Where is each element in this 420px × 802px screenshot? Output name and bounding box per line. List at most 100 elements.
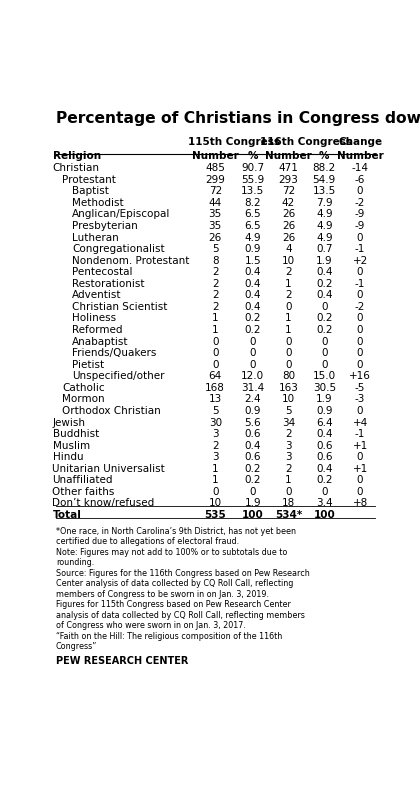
Text: 72: 72: [282, 186, 295, 196]
Text: -9: -9: [355, 221, 365, 231]
Text: 471: 471: [278, 163, 299, 173]
Text: 0: 0: [321, 348, 328, 358]
Text: 13.5: 13.5: [241, 186, 264, 196]
Text: -2: -2: [355, 302, 365, 311]
Text: 2: 2: [212, 440, 218, 450]
Text: 0.4: 0.4: [244, 302, 261, 311]
Text: 26: 26: [282, 209, 295, 219]
Text: Holiness: Holiness: [72, 313, 116, 323]
Text: *One race, in North Carolina’s 9th District, has not yet been: *One race, in North Carolina’s 9th Distr…: [56, 526, 296, 535]
Text: 35: 35: [209, 221, 222, 231]
Text: Christian Scientist: Christian Scientist: [72, 302, 168, 311]
Text: Friends/Quakers: Friends/Quakers: [72, 348, 156, 358]
Text: Note: Figures may not add to 100% or to subtotals due to: Note: Figures may not add to 100% or to …: [56, 547, 287, 556]
Text: 6.5: 6.5: [244, 209, 261, 219]
Text: certified due to allegations of electoral fraud.: certified due to allegations of electora…: [56, 537, 239, 545]
Text: 3: 3: [212, 452, 218, 462]
Text: 10: 10: [282, 394, 295, 404]
Text: 18: 18: [282, 498, 295, 508]
Text: 1: 1: [285, 325, 292, 334]
Text: 1.5: 1.5: [244, 255, 261, 265]
Text: 0: 0: [357, 359, 363, 369]
Text: 0.4: 0.4: [244, 290, 261, 300]
Text: 72: 72: [209, 186, 222, 196]
Text: 0: 0: [357, 336, 363, 346]
Text: +1: +1: [352, 440, 368, 450]
Text: 0: 0: [249, 348, 256, 358]
Text: Unspecified/other: Unspecified/other: [72, 371, 165, 381]
Text: Reformed: Reformed: [72, 325, 123, 334]
Text: Jewish: Jewish: [52, 417, 86, 427]
Text: PEW RESEARCH CENTER: PEW RESEARCH CENTER: [56, 655, 188, 666]
Text: 0.4: 0.4: [316, 464, 333, 473]
Text: Total: Total: [52, 509, 81, 520]
Text: 2.4: 2.4: [244, 394, 261, 404]
Text: Source: Figures for the 116th Congress based on Pew Research: Source: Figures for the 116th Congress b…: [56, 568, 310, 577]
Text: 26: 26: [282, 233, 295, 242]
Text: 0: 0: [285, 359, 292, 369]
Text: -14: -14: [352, 163, 369, 173]
Text: 0: 0: [321, 359, 328, 369]
Text: 10: 10: [209, 498, 222, 508]
Text: Nondenom. Protestant: Nondenom. Protestant: [72, 255, 189, 265]
Text: Baptist: Baptist: [72, 186, 109, 196]
Text: 4.9: 4.9: [316, 233, 333, 242]
Text: Other faiths: Other faiths: [52, 486, 115, 496]
Text: 0.6: 0.6: [316, 440, 333, 450]
Text: 0.9: 0.9: [316, 406, 333, 415]
Text: 0.4: 0.4: [316, 267, 333, 277]
Text: -9: -9: [355, 209, 365, 219]
Text: 100: 100: [242, 509, 264, 520]
Text: 116th Congress: 116th Congress: [260, 137, 352, 147]
Text: 31.4: 31.4: [241, 383, 264, 392]
Text: 55.9: 55.9: [241, 175, 264, 184]
Text: 6.5: 6.5: [244, 221, 261, 231]
Text: 0: 0: [357, 325, 363, 334]
Text: 293: 293: [278, 175, 299, 184]
Text: Methodist: Methodist: [72, 197, 123, 208]
Text: -3: -3: [355, 394, 365, 404]
Text: 5.6: 5.6: [244, 417, 261, 427]
Text: 0: 0: [212, 359, 218, 369]
Text: 42: 42: [282, 197, 295, 208]
Text: 1: 1: [212, 325, 218, 334]
Text: Unitarian Universalist: Unitarian Universalist: [52, 464, 165, 473]
Text: 35: 35: [209, 209, 222, 219]
Text: Pietist: Pietist: [72, 359, 104, 369]
Text: 15.0: 15.0: [313, 371, 336, 381]
Text: 0: 0: [357, 267, 363, 277]
Text: 0.2: 0.2: [244, 464, 261, 473]
Text: 0.7: 0.7: [316, 244, 333, 253]
Text: 3.4: 3.4: [316, 498, 333, 508]
Text: Presbyterian: Presbyterian: [72, 221, 138, 231]
Text: 2: 2: [285, 464, 292, 473]
Text: Religion: Religion: [52, 152, 101, 161]
Text: Center analysis of data collected by CQ Roll Call, reflecting: Center analysis of data collected by CQ …: [56, 578, 293, 587]
Text: 0: 0: [285, 348, 292, 358]
Text: 13: 13: [209, 394, 222, 404]
Text: -1: -1: [355, 428, 365, 439]
Text: Figures for 115th Congress based on Pew Research Center: Figures for 115th Congress based on Pew …: [56, 599, 291, 609]
Text: 54.9: 54.9: [312, 175, 336, 184]
Text: -2: -2: [355, 197, 365, 208]
Text: 1.9: 1.9: [316, 394, 333, 404]
Text: 5: 5: [212, 244, 218, 253]
Text: 3: 3: [285, 440, 292, 450]
Text: 1: 1: [285, 313, 292, 323]
Text: Catholic: Catholic: [62, 383, 105, 392]
Text: 0.2: 0.2: [316, 475, 333, 484]
Text: 13.5: 13.5: [312, 186, 336, 196]
Text: 30: 30: [209, 417, 222, 427]
Text: %: %: [319, 152, 330, 161]
Text: 0: 0: [357, 475, 363, 484]
Text: 0.9: 0.9: [244, 406, 261, 415]
Text: rounding.: rounding.: [56, 557, 94, 566]
Text: 2: 2: [212, 267, 218, 277]
Text: 0: 0: [357, 486, 363, 496]
Text: 4.9: 4.9: [316, 209, 333, 219]
Text: of Congress who were sworn in on Jan. 3, 2017.: of Congress who were sworn in on Jan. 3,…: [56, 620, 246, 630]
Text: 0: 0: [212, 348, 218, 358]
Text: 1: 1: [212, 475, 218, 484]
Text: 0: 0: [249, 359, 256, 369]
Text: 0.6: 0.6: [316, 452, 333, 462]
